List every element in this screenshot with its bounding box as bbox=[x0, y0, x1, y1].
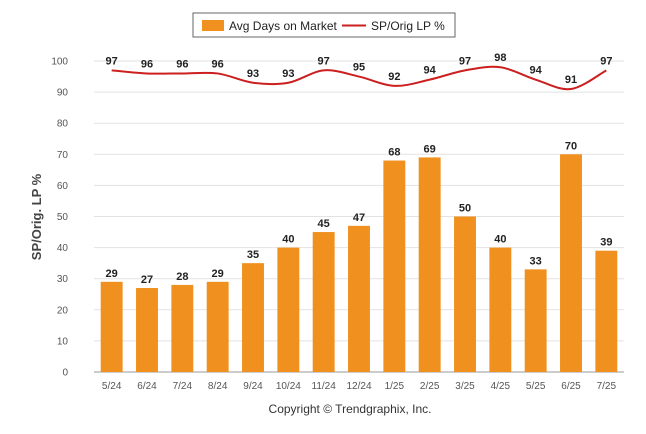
legend-swatch-bar bbox=[202, 20, 224, 31]
line-data-labels: 97 96 96 96 93 93 97 95 92 94 97 98 94 91 97 bbox=[106, 52, 613, 86]
line-value-label: 94 bbox=[530, 65, 543, 77]
bar bbox=[206, 281, 229, 372]
y-tick-label: 10 bbox=[57, 336, 69, 347]
y-tick-label: 0 bbox=[62, 368, 68, 379]
line-value-label: 97 bbox=[459, 55, 471, 67]
line-value-label: 96 bbox=[176, 58, 188, 70]
line-value-label: 95 bbox=[353, 62, 365, 74]
bar-value-label: 27 bbox=[141, 274, 153, 286]
line-value-label: 97 bbox=[318, 55, 330, 67]
bar bbox=[242, 263, 264, 372]
bar-value-label: 69 bbox=[424, 143, 436, 155]
line-value-label: 96 bbox=[212, 58, 224, 70]
bar-data-labels: 29 27 28 29 35 40 45 47 68 69 50 40 33 70 39 bbox=[106, 140, 613, 286]
y-tick-label: 90 bbox=[57, 88, 69, 99]
x-axis-ticks: 5/24 6/24 7/24 8/24 9/24 10/24 11/24 12/24 1/25 2… bbox=[102, 381, 617, 392]
legend: Avg Days on Market SP/Orig LP % bbox=[192, 12, 456, 38]
bar bbox=[277, 247, 300, 372]
x-tick-label: 1/25 bbox=[385, 381, 405, 392]
x-tick-label: 9/24 bbox=[243, 381, 263, 392]
line-value-label: 96 bbox=[141, 58, 153, 70]
bar-value-label: 47 bbox=[353, 212, 365, 224]
line-value-label: 92 bbox=[388, 71, 400, 83]
x-tick-label: 11/24 bbox=[312, 381, 337, 392]
bar-value-label: 35 bbox=[247, 249, 259, 261]
x-tick-label: 12/24 bbox=[346, 381, 371, 392]
bar bbox=[100, 281, 123, 372]
x-tick-label: 8/24 bbox=[208, 381, 228, 392]
bar bbox=[489, 247, 512, 372]
bar-value-label: 40 bbox=[494, 234, 506, 246]
y-tick-label: 80 bbox=[57, 119, 69, 130]
y-axis-label: SP/Orig. LP % bbox=[29, 173, 44, 260]
x-tick-label: 6/25 bbox=[561, 381, 581, 392]
x-tick-label: 6/24 bbox=[137, 381, 157, 392]
x-tick-label: 5/24 bbox=[102, 381, 122, 392]
y-tick-label: 30 bbox=[57, 274, 69, 285]
y-tick-label: 20 bbox=[57, 305, 69, 316]
bar bbox=[595, 250, 618, 372]
bar-value-label: 40 bbox=[282, 234, 294, 246]
bar bbox=[560, 154, 582, 372]
y-tick-label: 100 bbox=[51, 57, 68, 68]
bar-value-label: 29 bbox=[106, 268, 118, 280]
line-series bbox=[111, 65, 607, 91]
x-tick-label: 7/25 bbox=[597, 381, 617, 392]
bar bbox=[136, 288, 158, 372]
bar-series bbox=[100, 154, 618, 372]
y-tick-label: 70 bbox=[57, 150, 69, 161]
line-value-label: 97 bbox=[106, 55, 118, 67]
line-value-label: 94 bbox=[424, 65, 437, 77]
legend-label-bar: Avg Days on Market bbox=[229, 19, 337, 33]
bar bbox=[312, 232, 335, 372]
legend-label-line: SP/Orig LP % bbox=[371, 19, 445, 33]
bar bbox=[454, 216, 476, 372]
line-value-label: 98 bbox=[494, 52, 506, 64]
copyright-text: Copyright © Trendgraphix, Inc. bbox=[269, 402, 432, 416]
x-tick-label: 7/24 bbox=[173, 381, 193, 392]
bar-value-label: 70 bbox=[565, 140, 577, 152]
y-tick-label: 40 bbox=[57, 243, 69, 254]
bar bbox=[524, 269, 547, 372]
bar bbox=[418, 157, 441, 372]
x-tick-label: 5/25 bbox=[526, 381, 546, 392]
bar bbox=[171, 284, 194, 372]
bar-value-label: 68 bbox=[388, 147, 400, 159]
line-value-label: 91 bbox=[565, 74, 577, 86]
bar-value-label: 50 bbox=[459, 203, 471, 215]
bar bbox=[383, 160, 406, 372]
y-tick-label: 60 bbox=[57, 181, 69, 192]
bar-value-label: 39 bbox=[600, 237, 612, 249]
x-tick-label: 10/24 bbox=[276, 381, 301, 392]
y-tick-label: 50 bbox=[57, 212, 69, 223]
line-value-label: 93 bbox=[247, 68, 259, 80]
bar-value-label: 33 bbox=[530, 255, 542, 267]
x-tick-label: 2/25 bbox=[420, 381, 440, 392]
bar-value-label: 29 bbox=[212, 268, 224, 280]
x-tick-label: 4/25 bbox=[491, 381, 511, 392]
line-value-label: 97 bbox=[600, 55, 612, 67]
legend-box bbox=[192, 12, 456, 38]
bar-value-label: 28 bbox=[176, 271, 188, 283]
x-tick-label: 3/25 bbox=[455, 381, 475, 392]
bar bbox=[348, 225, 370, 372]
line-value-label: 93 bbox=[282, 68, 294, 80]
y-axis-ticks: 0 10 20 30 40 50 60 70 80 90 100 bbox=[51, 57, 68, 379]
bar-value-label: 45 bbox=[318, 218, 330, 230]
